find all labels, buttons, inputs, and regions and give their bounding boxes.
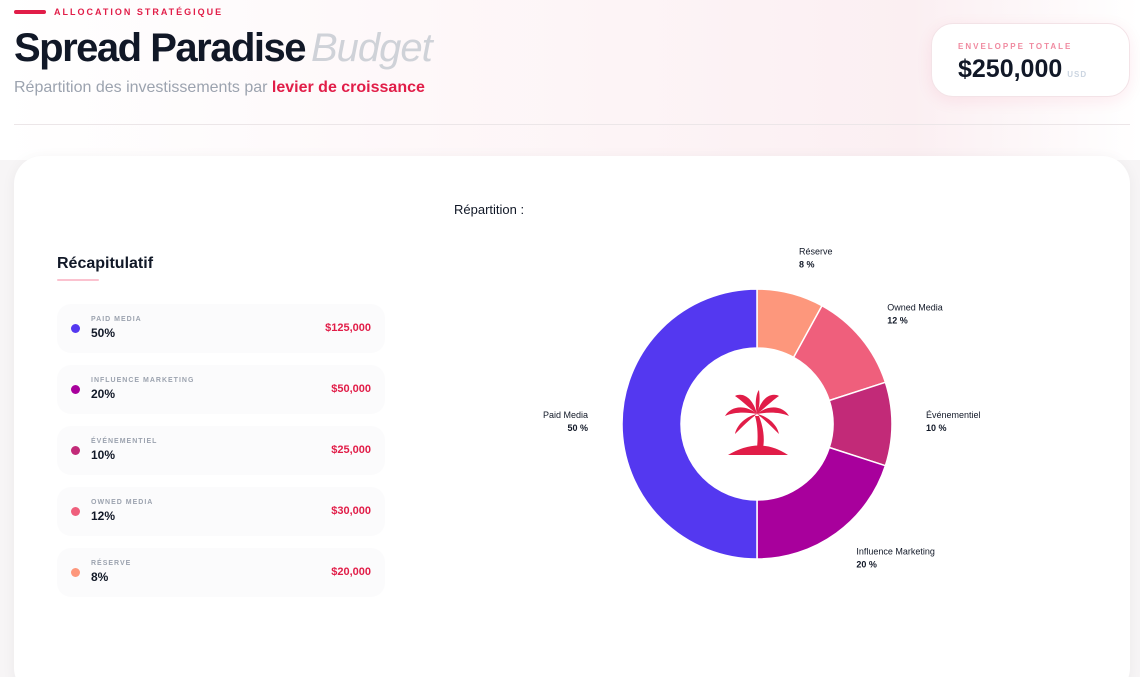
palm-tree-icon (725, 390, 789, 455)
total-budget-currency: USD (1067, 70, 1088, 79)
recap-item-percent: 12% (91, 509, 116, 523)
donut-label-reserve: Réserve 8 % (799, 246, 833, 269)
recap-item-percent: 50% (91, 326, 116, 340)
page-subtitle: Répartition des investissements par levi… (14, 79, 425, 97)
recap-title-underline (57, 279, 99, 281)
subtitle-accent: levier de croissance (271, 79, 425, 96)
slice-label-name: Événementiel (926, 410, 981, 420)
slice-label-name: Influence Marketing (856, 547, 935, 557)
slice-label-value: 8 % (799, 259, 815, 269)
recap-item-percent: 8% (91, 570, 109, 584)
donut-labels: Réserve 8 % Owned Media 12 % Événementiel 10 … (543, 246, 981, 569)
slice-label-value: 50 % (567, 423, 588, 433)
recap-item-name: PAID MEDIA (91, 316, 142, 323)
recap-item-amount: $25,000 (331, 444, 371, 456)
recap-item-amount: $125,000 (325, 322, 371, 334)
recap-item-percent: 10% (91, 448, 116, 462)
recap-item-amount: $20,000 (331, 566, 371, 578)
legend-dot (71, 507, 80, 516)
recap-item-name: OWNED MEDIA (91, 499, 154, 506)
total-budget-label: ENVELOPPE TOTALE (958, 42, 1073, 51)
recap-item-influence-marketing: INFLUENCE MARKETING 20% $50,000 (57, 365, 385, 414)
recap-item-reserve: RÉSERVE 8% $20,000 (57, 548, 385, 597)
allocation-panel: Récapitulatif PAID MEDIA 50% $125,000 IN… (14, 156, 1130, 677)
recap-title: Récapitulatif (57, 255, 154, 272)
recap-item-amount: $30,000 (331, 505, 371, 517)
recap-item-owned-media: OWNED MEDIA 12% $30,000 (57, 487, 385, 536)
slice-label-name: Paid Media (543, 410, 588, 420)
recap-item-percent: 20% (91, 387, 116, 401)
recap-item-name: INFLUENCE MARKETING (91, 377, 195, 384)
legend-dot (71, 568, 80, 577)
eyebrow-accent-bar (14, 10, 46, 14)
page-header: ALLOCATION STRATÉGIQUE Spread Paradise Bu… (14, 0, 1130, 125)
legend-dot (71, 446, 80, 455)
recap-item-amount: $50,000 (331, 383, 371, 395)
total-budget-card: ENVELOPPE TOTALE $250,000 USD (931, 23, 1130, 97)
chart-title: Répartition : (454, 202, 525, 217)
eyebrow-text: ALLOCATION STRATÉGIQUE (54, 7, 224, 17)
donut-label-influence-marketing: Influence Marketing 20 % (856, 547, 935, 570)
donut-label-owned-media: Owned Media 12 % (887, 302, 943, 325)
slice-label-name: Réserve (799, 246, 833, 256)
page-title-suffix: Budget (311, 26, 433, 70)
donut-chart: Réserve 8 % Owned Media 12 % Événementiel 10 … (543, 246, 981, 569)
slice-label-value: 12 % (887, 315, 908, 325)
recap-item-paid-media: PAID MEDIA 50% $125,000 (57, 304, 385, 353)
legend-dot (71, 385, 80, 394)
slice-label-value: 10 % (926, 423, 947, 433)
page-title-main: Spread Paradise (14, 26, 307, 70)
legend-dot (71, 324, 80, 333)
recap-item-evenementiel: ÉVÉNEMENTIEL 10% $25,000 (57, 426, 385, 475)
eyebrow: ALLOCATION STRATÉGIQUE (14, 7, 223, 17)
header-divider (14, 124, 1130, 125)
total-budget-value: $250,000 USD (958, 55, 1087, 84)
donut-label-evenementiel: Événementiel 10 % (926, 410, 981, 433)
total-budget-amount: $250,000 (958, 55, 1063, 83)
recap-item-name: ÉVÉNEMENTIEL (91, 438, 158, 445)
slice-label-name: Owned Media (887, 302, 943, 312)
donut-label-paid-media: Paid Media 50 % (543, 410, 588, 433)
recap-list: PAID MEDIA 50% $125,000 INFLUENCE MARKET… (57, 304, 385, 609)
slice-label-value: 20 % (856, 560, 877, 570)
recap-item-name: RÉSERVE (91, 560, 132, 567)
page-title: Spread Paradise Budget (14, 26, 433, 71)
subtitle-text: Répartition des investissements par (14, 79, 268, 96)
